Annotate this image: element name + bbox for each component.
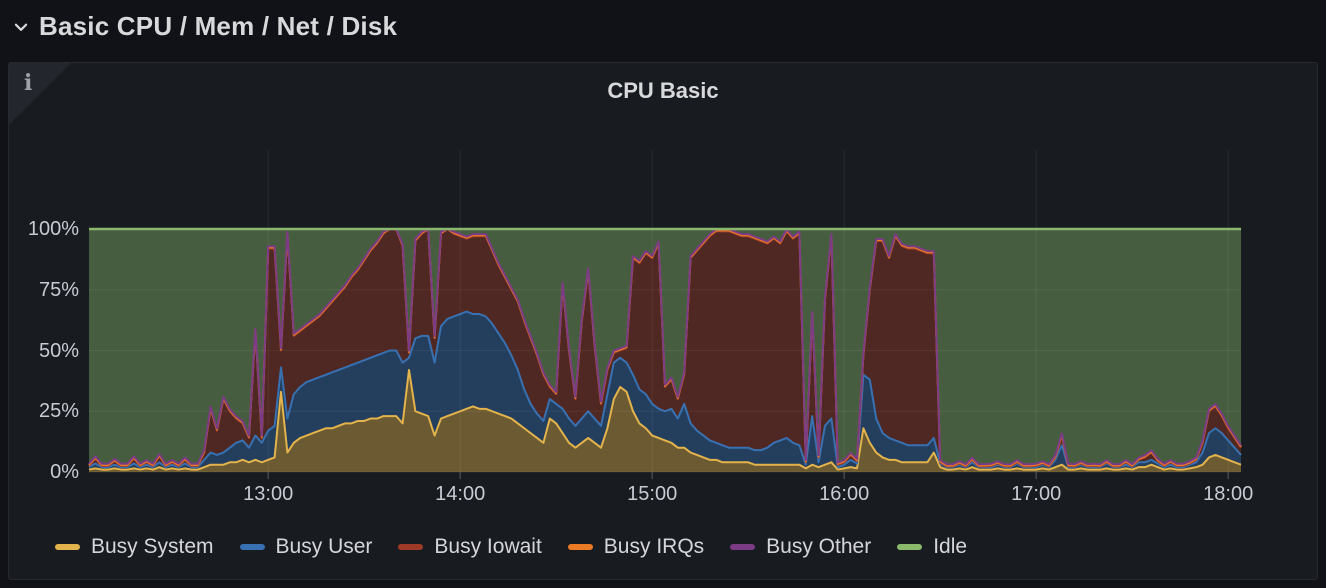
- x-axis-label: 18:00: [1203, 483, 1254, 505]
- series-areas: [89, 229, 1241, 472]
- legend-label: Idle: [933, 535, 968, 558]
- y-axis-label: 50%: [38, 339, 79, 362]
- legend-item-idle[interactable]: Idle: [897, 535, 967, 559]
- legend-label: Busy User: [275, 535, 373, 558]
- x-axis-label: 17:00: [1011, 483, 1062, 505]
- chevron-down-icon[interactable]: [10, 16, 32, 38]
- legend-swatch-busy-system: [55, 544, 80, 550]
- series-lines: [88, 227, 1242, 471]
- x-axis-label: 16:00: [819, 483, 870, 505]
- line-busy-system: [88, 368, 1242, 471]
- x-axis-label: 14:00: [435, 483, 486, 505]
- legend: Busy System Busy User Busy Iowait Busy IRQs…: [55, 535, 967, 559]
- panel-cpu-basic: i CPU Basic 100% 75% 50% 25% 0% 13:00 14:00 15…: [8, 62, 1318, 580]
- legend-label: Busy Other: [766, 535, 872, 558]
- panel-title[interactable]: CPU Basic: [607, 78, 719, 103]
- legend-item-busy-irqs[interactable]: Busy IRQs: [567, 535, 705, 559]
- legend-swatch-idle: [897, 544, 923, 550]
- y-axis-label: 0%: [50, 461, 79, 483]
- legend-swatch-busy-other: [730, 544, 756, 550]
- legend-item-busy-system[interactable]: Busy System: [55, 535, 214, 559]
- line-busy-irqs: [88, 228, 1242, 467]
- legend-item-busy-user[interactable]: Busy User: [239, 535, 373, 559]
- area-busy-iowait: [89, 229, 1241, 468]
- y-axis-label: 25%: [38, 400, 79, 423]
- area-busy-user: [89, 311, 1241, 470]
- info-icon: i: [24, 70, 33, 96]
- legend-swatch-busy-irqs: [567, 544, 593, 550]
- legend-label: Busy Iowait: [434, 535, 542, 558]
- y-axis-label: 75%: [38, 278, 79, 301]
- legend-item-busy-other[interactable]: Busy Other: [730, 535, 871, 559]
- legend-item-busy-iowait[interactable]: Busy Iowait: [398, 535, 542, 559]
- y-axis-label: 100%: [27, 218, 79, 240]
- row-title[interactable]: Basic CPU / Mem / Net / Disk: [39, 10, 398, 41]
- x-axis-label: 13:00: [243, 483, 294, 505]
- legend-label: Busy IRQs: [603, 535, 705, 558]
- line-busy-other: [88, 228, 1242, 466]
- panel-info-corner[interactable]: [9, 63, 71, 125]
- x-axis-label: 15:00: [627, 483, 678, 505]
- legend-label: Busy System: [91, 535, 214, 558]
- row-header[interactable]: Basic CPU / Mem / Net / Disk: [10, 6, 397, 46]
- legend-swatch-busy-user: [239, 544, 265, 550]
- legend-swatch-busy-iowait: [398, 544, 424, 550]
- area-idle: [89, 229, 1241, 465]
- area-busy-system: [89, 369, 1241, 472]
- chart-svg[interactable]: [88, 151, 1242, 479]
